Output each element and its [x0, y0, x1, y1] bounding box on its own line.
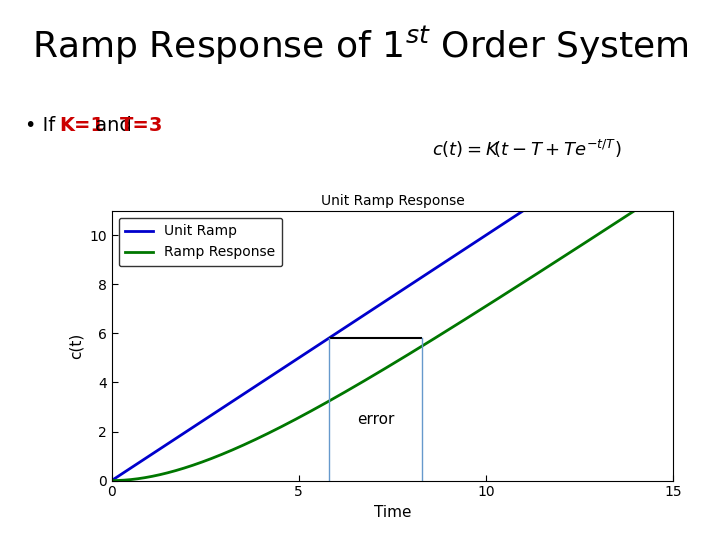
Text: T=3: T=3	[120, 116, 163, 135]
Unit Ramp	[652, 120, 661, 126]
Unit Ramp	[669, 109, 678, 116]
Unit Ramp	[107, 477, 116, 484]
Ramp Response	[669, 183, 678, 189]
Ramp Response	[366, 374, 374, 381]
Ramp Response	[136, 475, 145, 482]
Y-axis label: c(t): c(t)	[68, 333, 84, 359]
Ramp Response	[107, 477, 116, 484]
Ramp Response	[549, 260, 558, 266]
Text: Ramp Response of 1$^{st}$ Order System: Ramp Response of 1$^{st}$ Order System	[32, 24, 688, 67]
Text: • If: • If	[25, 116, 62, 135]
Text: and: and	[89, 116, 138, 135]
Unit Ramp	[366, 308, 374, 315]
Unit Ramp	[136, 458, 145, 465]
Line: Unit Ramp: Unit Ramp	[112, 112, 673, 481]
Legend: Unit Ramp, Ramp Response: Unit Ramp, Ramp Response	[119, 218, 282, 266]
Line: Ramp Response: Ramp Response	[112, 186, 673, 481]
Ramp Response	[652, 193, 661, 199]
Unit Ramp	[549, 187, 558, 194]
Text: K=1: K=1	[59, 116, 104, 135]
Text: error: error	[357, 411, 395, 427]
Unit Ramp	[652, 120, 661, 126]
Ramp Response	[380, 366, 389, 372]
Ramp Response	[652, 193, 661, 200]
Title: Unit Ramp Response: Unit Ramp Response	[320, 194, 464, 208]
X-axis label: Time: Time	[374, 505, 411, 520]
Text: $c(t) = K\!\left(t - T + Te^{-t/T}\right)$: $c(t) = K\!\left(t - T + Te^{-t/T}\right…	[432, 138, 621, 160]
Unit Ramp	[380, 298, 389, 305]
